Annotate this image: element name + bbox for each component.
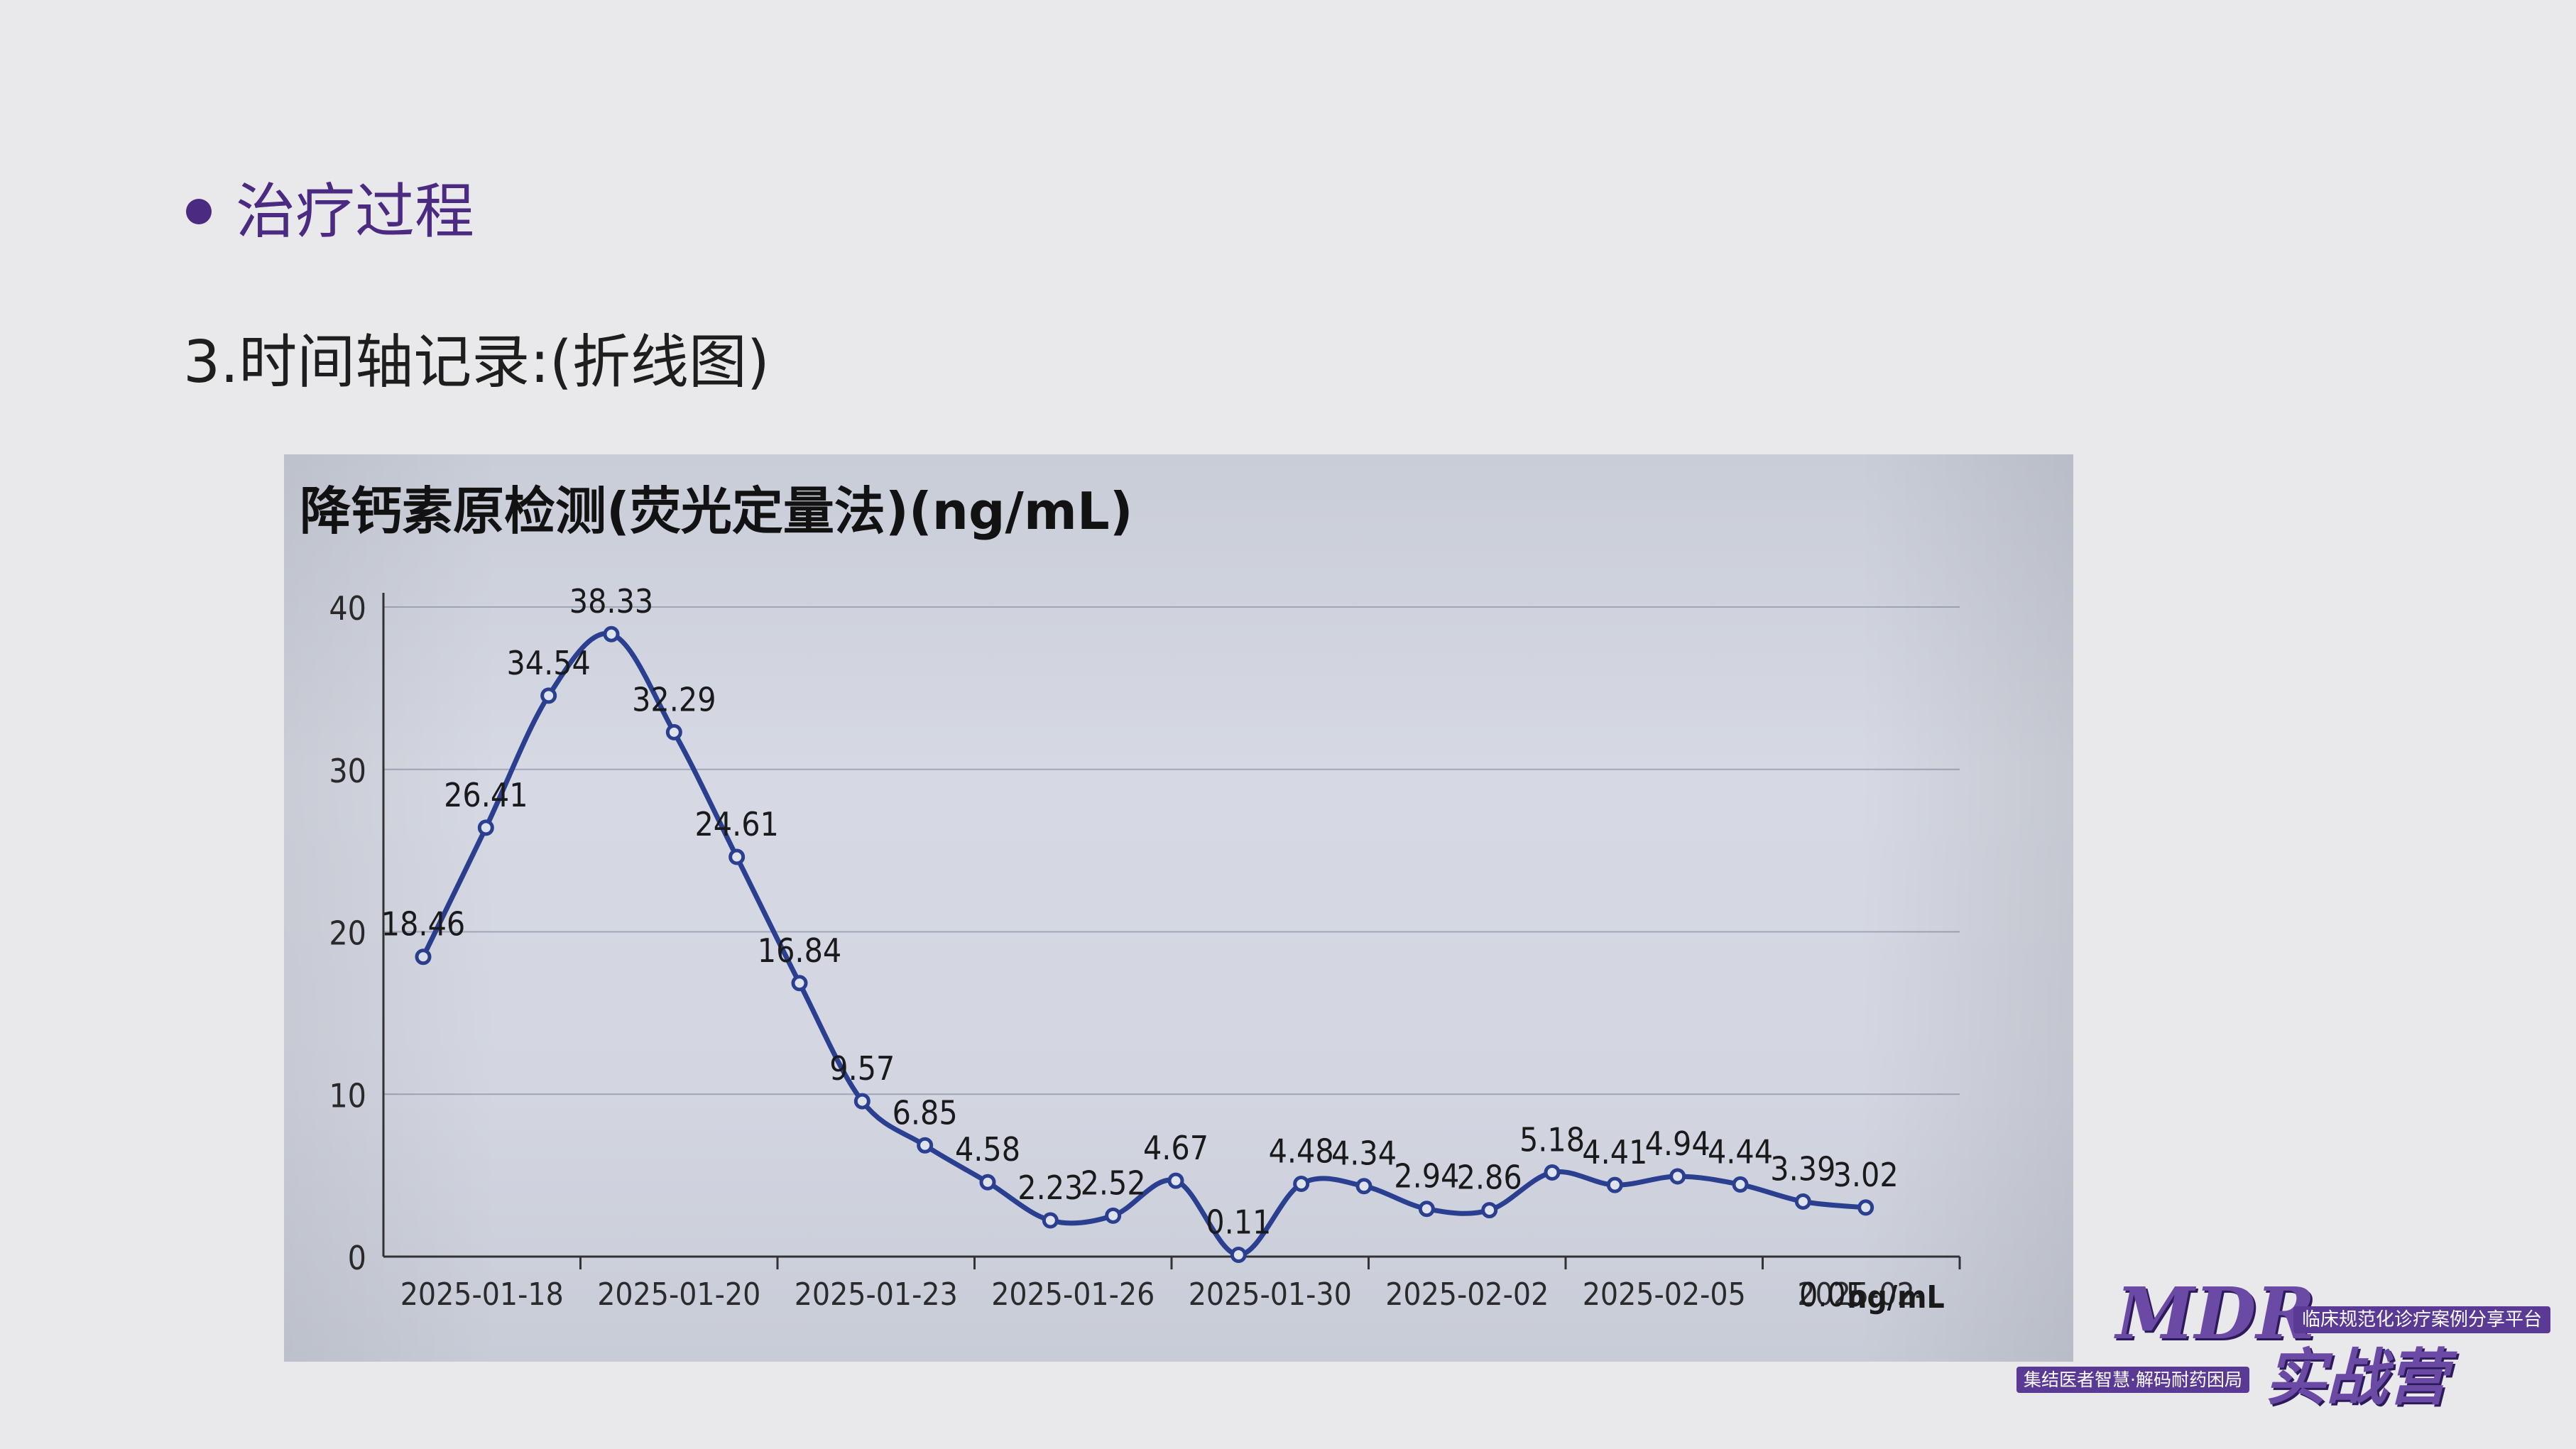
data-label: 4.58	[955, 1130, 1020, 1169]
x-tick-label: 2025-01-23	[795, 1276, 958, 1313]
logo-camp-text: 实战营	[2265, 1343, 2448, 1414]
data-label: 3.02	[1833, 1156, 1899, 1194]
line-chart: 降钙素原检测(荧光定量法)(ng/mL) 0 10 20 30 40 2025-01-18 2…	[300, 481, 1961, 1316]
chart-photo: 降钙素原检测(荧光定量法)(ng/mL) 0 10 20 30 40 2025-01-18 2…	[284, 454, 2073, 1362]
y-tick-label: 10	[329, 1076, 366, 1115]
data-point	[791, 975, 808, 992]
section-heading: 治疗过程	[186, 169, 474, 254]
data-label: 2.86	[1457, 1159, 1522, 1197]
data-point	[1230, 1246, 1247, 1263]
data-label: 4.41	[1582, 1133, 1647, 1171]
x-tick-label: 2025-01-30	[1189, 1276, 1352, 1313]
data-label: 34.54	[506, 644, 590, 682]
x-tick-label: 2025-01-20	[597, 1276, 760, 1313]
data-label: 2.52	[1081, 1164, 1146, 1202]
section-title: 治疗过程	[236, 177, 475, 246]
data-point	[1042, 1212, 1059, 1229]
y-tick-label: 20	[329, 914, 366, 953]
data-label: 3.39	[1770, 1149, 1835, 1188]
data-point	[979, 1174, 996, 1191]
data-point	[1606, 1176, 1623, 1193]
data-point	[728, 848, 746, 865]
slide-subtitle: 3.时间轴记录:(折线图)	[183, 329, 770, 396]
data-point	[1481, 1202, 1498, 1219]
series-line	[420, 630, 1867, 1257]
data-point	[415, 948, 432, 966]
data-point	[1105, 1207, 1122, 1224]
data-label: 4.34	[1331, 1134, 1397, 1173]
data-point	[1669, 1168, 1686, 1185]
data-label: 6.85	[893, 1093, 958, 1132]
logo-tagline: 临床规范化诊疗案例分享平台	[2293, 1306, 2551, 1333]
data-point	[477, 819, 494, 836]
data-point	[1355, 1178, 1372, 1195]
y-tick-label: 0	[348, 1239, 366, 1277]
x-tick-label: 2025-01-18	[400, 1276, 564, 1313]
data-point	[853, 1093, 871, 1110]
data-label: 2.23	[1017, 1169, 1083, 1207]
y-tick-label: 40	[329, 589, 366, 628]
data-point	[917, 1137, 934, 1154]
data-label: 5.18	[1519, 1121, 1585, 1159]
data-point	[603, 625, 620, 643]
chart-title: 降钙素原检测(荧光定量法)(ng/mL)	[300, 481, 1133, 541]
data-point	[1167, 1172, 1184, 1189]
data-point	[1293, 1176, 1310, 1193]
data-point	[1857, 1199, 1874, 1216]
data-point	[665, 723, 682, 740]
logo-mdr-text: MDR	[2116, 1272, 2315, 1355]
data-label: 4.94	[1645, 1125, 1710, 1163]
bullet-icon	[186, 199, 212, 224]
data-point	[1544, 1164, 1561, 1181]
data-label: 4.67	[1143, 1129, 1208, 1167]
y-tick-label: 30	[329, 752, 366, 790]
data-label: 2.94	[1394, 1157, 1459, 1196]
data-label: 26.41	[444, 776, 528, 814]
x-tick-label: 2025-01-26	[991, 1276, 1155, 1313]
x-tick-label: 2025-02-02	[1385, 1276, 1549, 1313]
x-tick-label: 2025-02-	[1797, 1276, 1925, 1313]
data-label: 32.29	[632, 680, 716, 718]
data-point	[540, 687, 557, 704]
data-label: 0.05	[1799, 1276, 1865, 1314]
data-label: 9.57	[829, 1049, 895, 1088]
data-label: 16.84	[758, 931, 841, 970]
unit-label: ng/mL	[1847, 1279, 1944, 1316]
data-point	[1732, 1176, 1749, 1193]
brand-logo: MDR 临床规范化诊疗案例分享平台 集结医者智慧·解码耐药困局 实战营	[2016, 1278, 2556, 1420]
data-point	[1794, 1193, 1811, 1210]
logo-slogan: 集结医者智慧·解码耐药困局	[2016, 1367, 2249, 1393]
data-label: 38.33	[569, 582, 653, 620]
data-label: 4.48	[1269, 1132, 1334, 1171]
x-tick-label: 2025-02-05	[1583, 1276, 1746, 1313]
data-point	[1418, 1201, 1435, 1218]
data-label: 24.61	[694, 805, 778, 843]
data-label: 18.46	[381, 905, 465, 944]
data-label: 0.11	[1206, 1203, 1271, 1241]
data-label: 4.44	[1708, 1132, 1773, 1171]
